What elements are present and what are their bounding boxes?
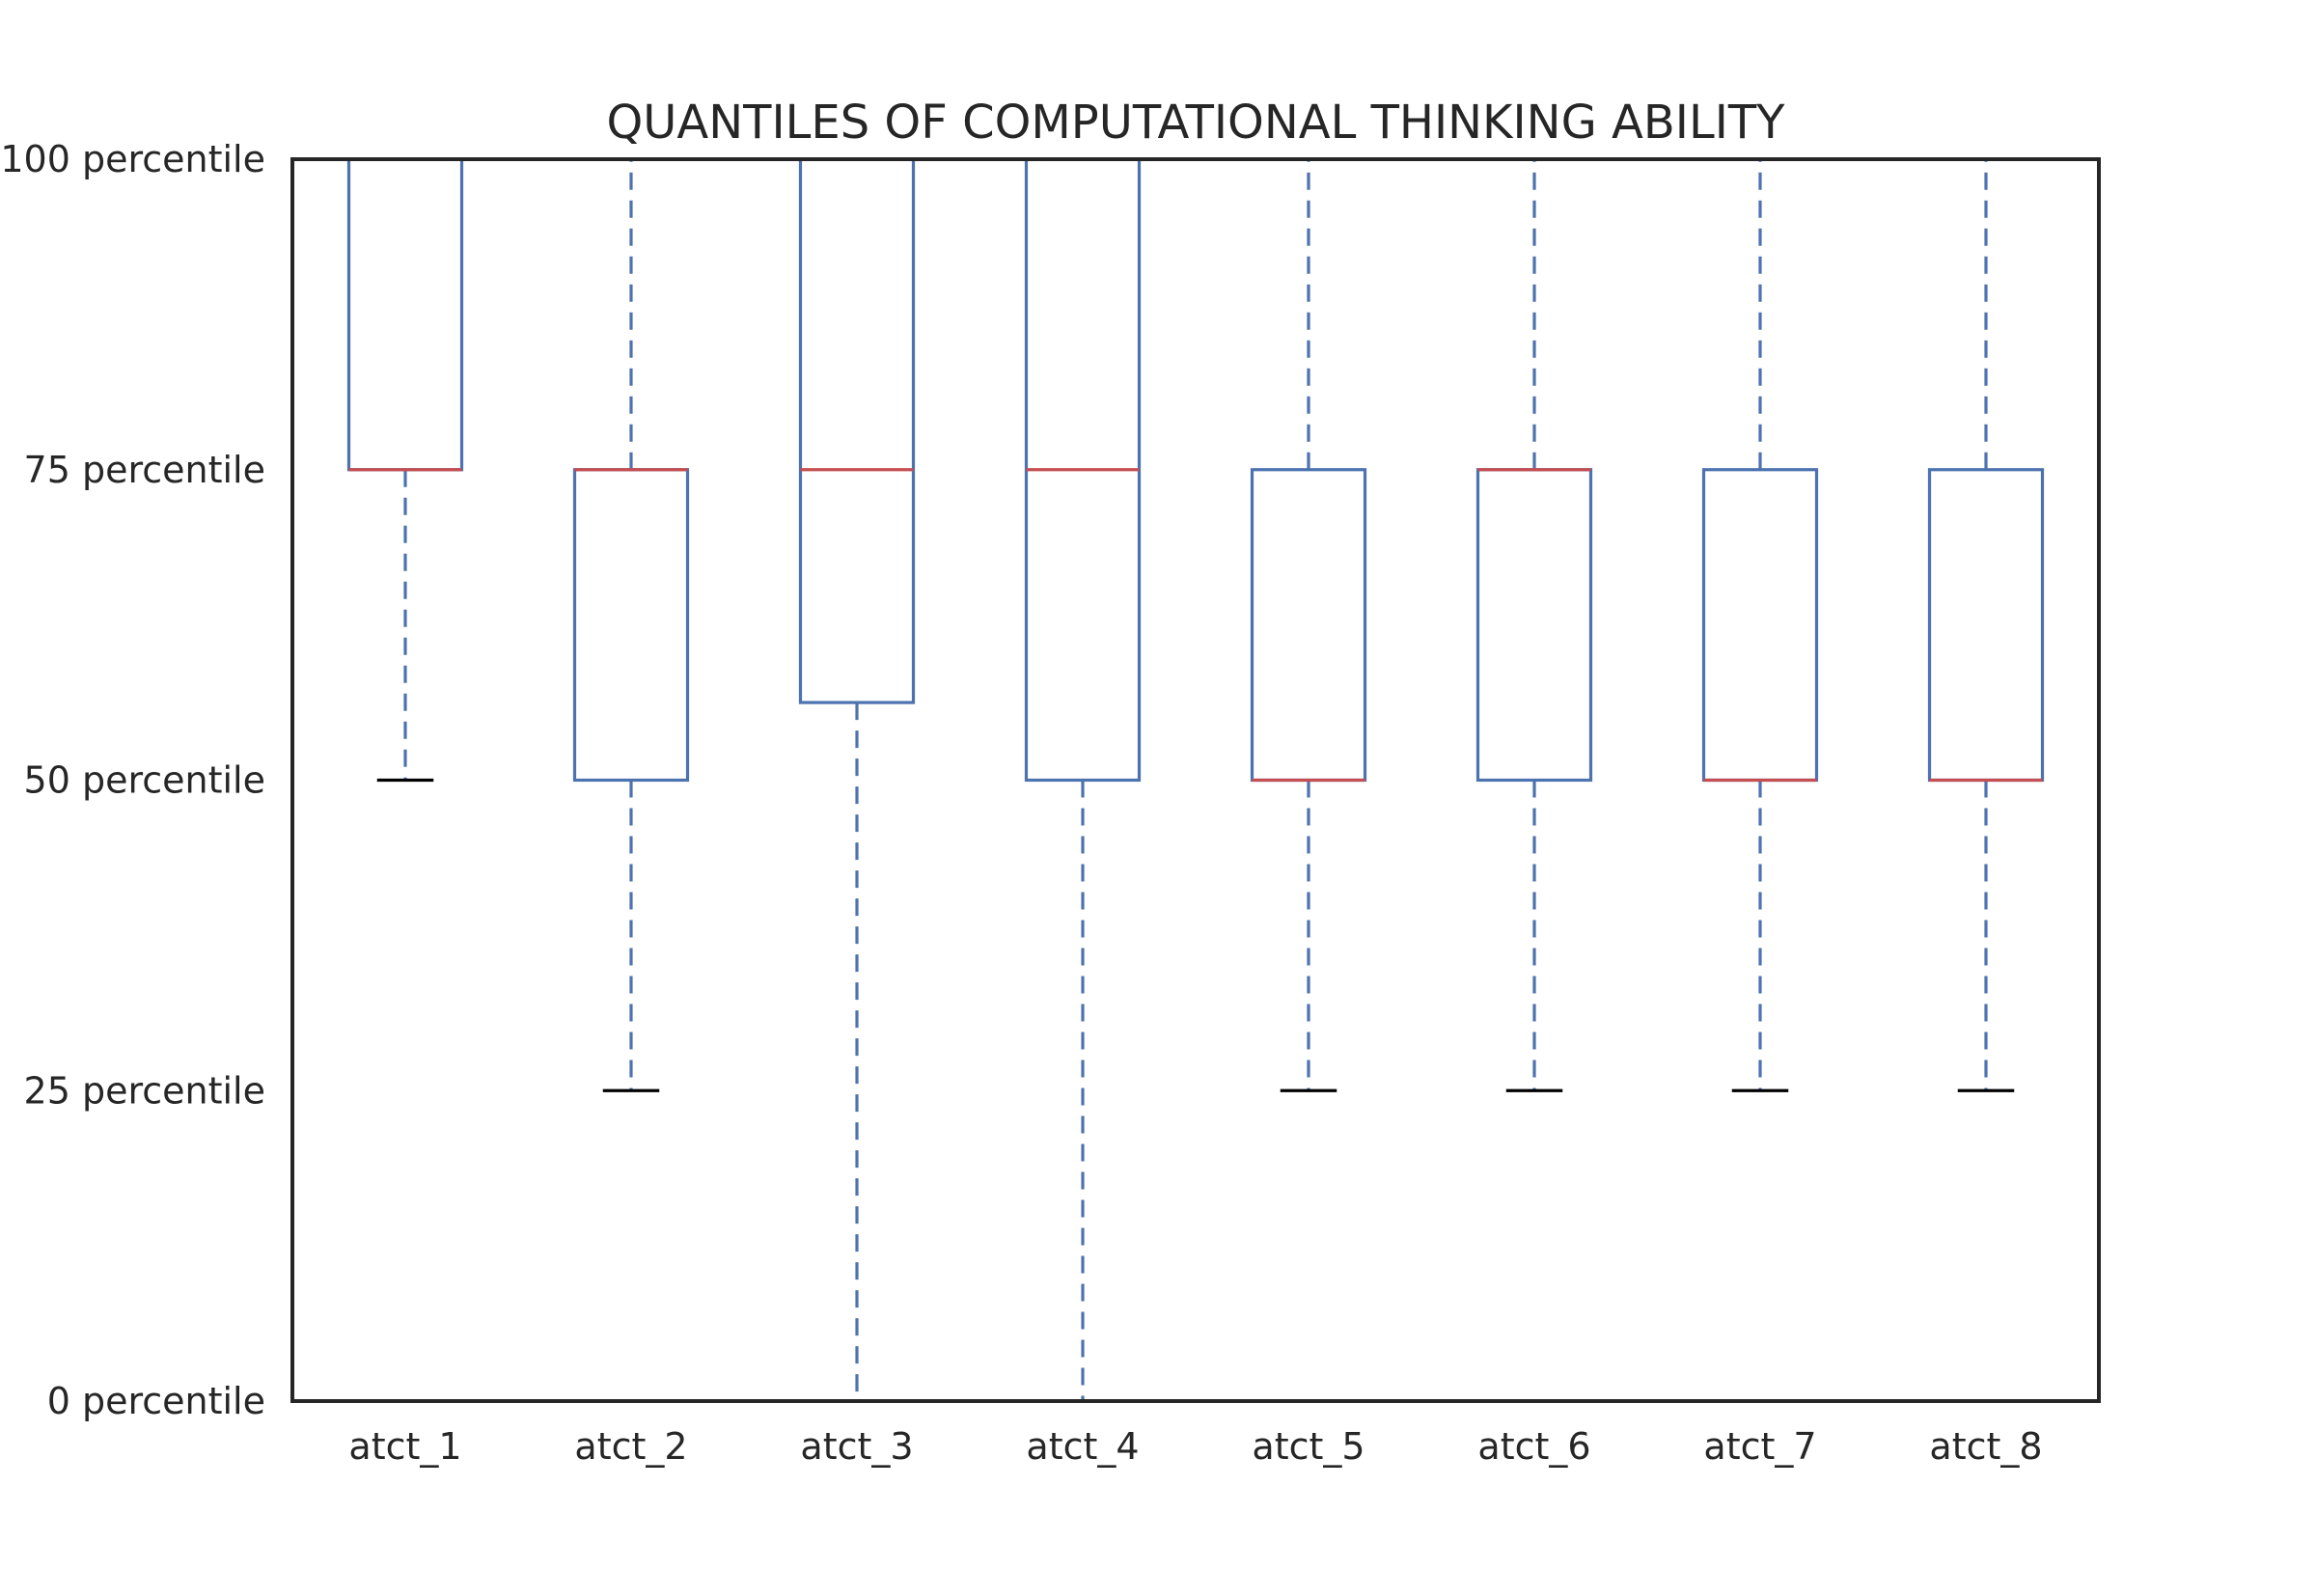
box-atct_3 [798, 157, 916, 1401]
plot-area [290, 157, 2101, 1403]
box-body [1927, 468, 2045, 783]
plot-frame [290, 157, 2101, 1403]
box-atct_1 [346, 157, 464, 783]
box-body [572, 468, 690, 783]
y-tick-label: 50 percentile [24, 759, 265, 802]
x-tick-label: atct_5 [1252, 1425, 1365, 1468]
box-atct_5 [1250, 159, 1367, 1092]
x-tick-label: atct_8 [1929, 1425, 2042, 1468]
x-tick-label: atct_3 [800, 1425, 913, 1468]
y-tick-label: 75 percentile [24, 449, 265, 491]
y-axis: 0 percentile 25 percentile 50 percentile 75… [0, 138, 265, 1422]
box-body [1250, 468, 1367, 783]
box-body [1701, 468, 1819, 783]
box-body [346, 157, 464, 472]
y-tick-label: 25 percentile [24, 1069, 265, 1112]
box-atct_8 [1927, 159, 2045, 1092]
box-atct_2 [572, 159, 690, 1092]
x-tick-label: atct_6 [1477, 1425, 1590, 1468]
x-tick-label: atct_4 [1026, 1425, 1139, 1468]
x-axis: atct_1 atct_2 atct_3 atct_4 atct_5 atct_6 atct… [348, 1425, 2042, 1468]
x-tick-label: atct_2 [574, 1425, 687, 1468]
y-tick-label: 100 percentile [0, 138, 265, 180]
box-body [798, 157, 916, 704]
box-atct_4 [1024, 157, 1142, 1401]
y-tick-label: 0 percentile [47, 1380, 265, 1422]
box-atct_6 [1475, 159, 1593, 1092]
x-tick-label: atct_1 [348, 1425, 461, 1468]
chart-title: QUANTILES OF COMPUTATIONAL THINKING ABIL… [607, 96, 1786, 150]
box-atct_7 [1701, 159, 1819, 1092]
box-body [1475, 468, 1593, 783]
x-tick-label: atct_7 [1703, 1425, 1816, 1468]
